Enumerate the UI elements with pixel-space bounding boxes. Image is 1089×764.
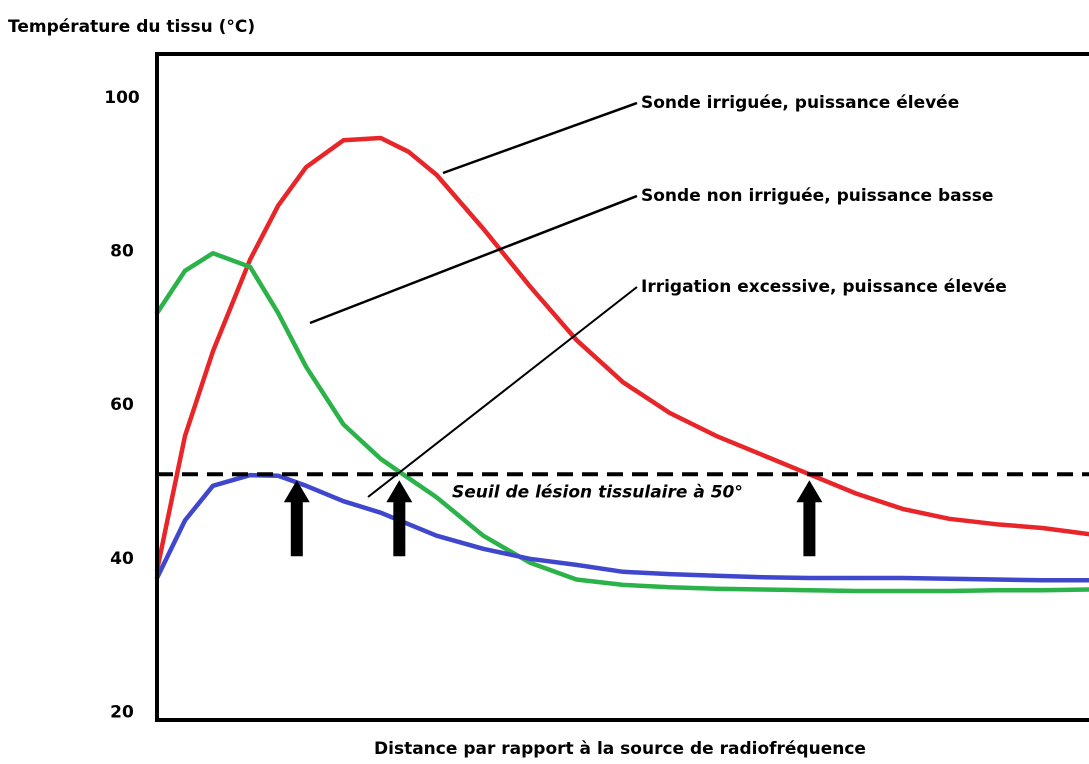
series-line xyxy=(154,472,1089,583)
legend-entry: Sonde irriguée, puissance élevée xyxy=(641,93,959,113)
y-tick-label: 100 xyxy=(104,88,140,108)
series-line xyxy=(154,135,1089,573)
legend-entry: Irrigation excessive, puissance élevée xyxy=(641,277,1007,297)
legend-entry: Sonde non irriguée, puissance basse xyxy=(641,186,993,206)
arrow xyxy=(796,480,823,557)
y-tick-label: 20 xyxy=(110,702,134,722)
leader-line xyxy=(442,101,638,175)
plot-area: Seuil de lésion tissulaire à 50° xyxy=(154,135,1089,594)
leader-line xyxy=(309,194,638,325)
arrow xyxy=(283,480,310,557)
y-tick-label: 80 xyxy=(110,242,134,262)
arrow xyxy=(386,480,413,557)
x-axis-label: Distance par rapport à la source de radi… xyxy=(374,739,866,759)
plot-frame xyxy=(155,52,1089,722)
series-line xyxy=(154,250,1089,594)
chart-title: Température du tissu (°C) xyxy=(8,17,255,37)
leader-line xyxy=(367,286,638,498)
threshold-label: Seuil de lésion tissulaire à 50° xyxy=(452,482,743,502)
y-tick-label: 40 xyxy=(110,549,134,569)
y-tick-label: 60 xyxy=(110,395,134,415)
